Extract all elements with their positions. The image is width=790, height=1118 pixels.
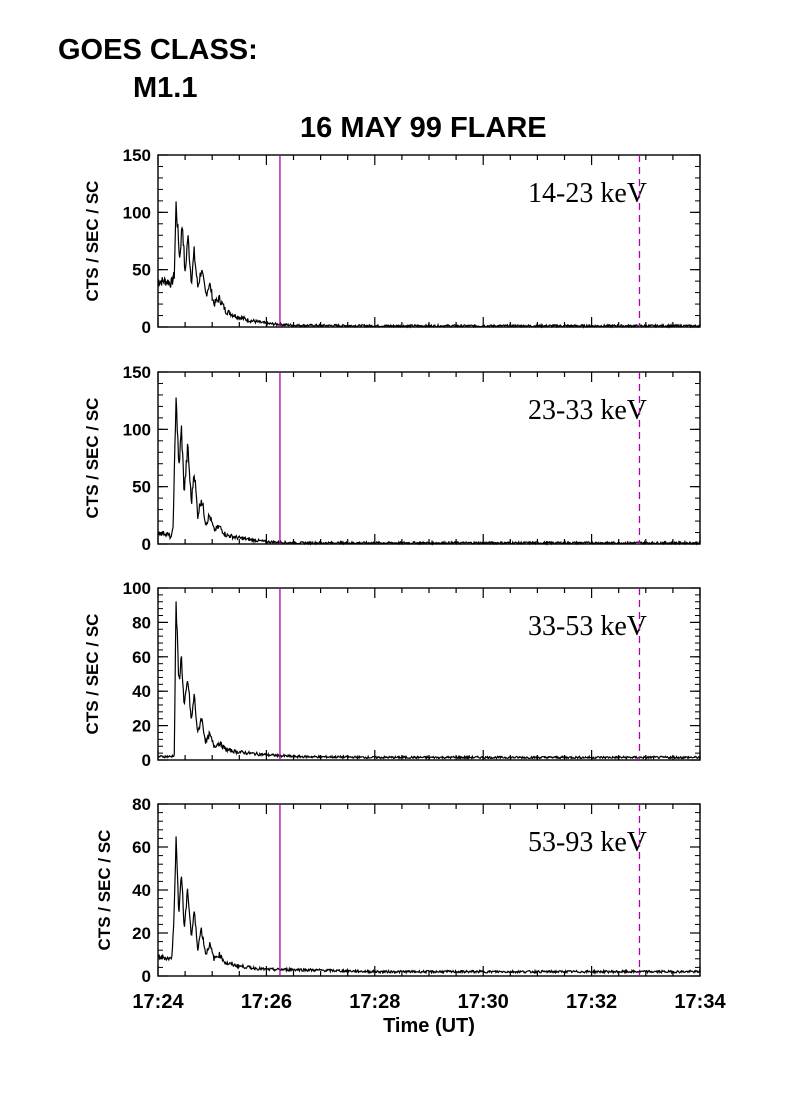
panel-3: 0 20 40 60 80 100 CTS / SEC / SC 33-53 keV — [83, 579, 701, 770]
goes-class-label: GOES CLASS: — [58, 34, 258, 66]
y-axis-label: CTS / SEC / SC — [95, 830, 114, 951]
x-tick-label: 17:32 — [566, 991, 617, 1013]
y-tick-label: 40 — [132, 682, 151, 701]
y-axis-label: CTS / SEC / SC — [83, 398, 102, 519]
chart-title: 16 MAY 99 FLARE — [300, 112, 547, 144]
y-tick-label: 80 — [132, 795, 151, 814]
y-tick-label: 0 — [142, 535, 151, 554]
panel-1: 0 50 100 150 CTS / SEC / SC 14-23 keV — [83, 146, 701, 337]
panel-2: 0 50 100 150 CTS / SEC / SC 23-33 keV — [83, 363, 701, 554]
y-tick-label: 0 — [142, 751, 151, 770]
panel-4: 0 20 40 60 80 CTS / SEC / SC 53-93 keV — [95, 795, 701, 986]
energy-band-label: 33-53 keV — [528, 611, 647, 642]
y-tick-label: 0 — [142, 318, 151, 337]
y-tick-label: 150 — [123, 146, 151, 165]
x-tick-label: 17:26 — [241, 991, 292, 1013]
y-tick-label: 60 — [132, 838, 151, 857]
goes-class-value: M1.1 — [133, 72, 198, 104]
y-tick-label: 20 — [132, 717, 151, 736]
energy-band-label: 53-93 keV — [528, 827, 647, 858]
x-tick-label: 17:28 — [349, 991, 400, 1013]
x-tick-label: 17:24 — [132, 991, 184, 1013]
y-tick-label: 100 — [123, 203, 151, 222]
light-curve-line — [157, 201, 701, 329]
energy-band-label: 23-33 keV — [528, 395, 647, 426]
y-tick-label: 100 — [123, 420, 151, 439]
y-tick-label: 0 — [142, 967, 151, 986]
y-tick-label: 150 — [123, 363, 151, 382]
y-tick-label: 80 — [132, 613, 151, 632]
light-curve-line — [157, 601, 701, 761]
y-tick-label: 60 — [132, 648, 151, 667]
energy-band-label: 14-23 keV — [528, 178, 647, 209]
y-tick-label: 40 — [132, 881, 151, 900]
y-tick-label: 100 — [123, 579, 151, 598]
x-tick-label: 17:30 — [458, 991, 509, 1013]
light-curve-line — [157, 397, 701, 547]
x-tick-label: 17:34 — [674, 991, 726, 1013]
y-axis-label: CTS / SEC / SC — [83, 181, 102, 302]
light-curve-line — [157, 836, 701, 975]
x-axis-label: Time (UT) — [383, 1015, 475, 1037]
y-tick-label: 50 — [132, 478, 151, 497]
y-axis-label: CTS / SEC / SC — [83, 614, 102, 735]
y-tick-label: 20 — [132, 924, 151, 943]
y-tick-label: 50 — [132, 261, 151, 280]
